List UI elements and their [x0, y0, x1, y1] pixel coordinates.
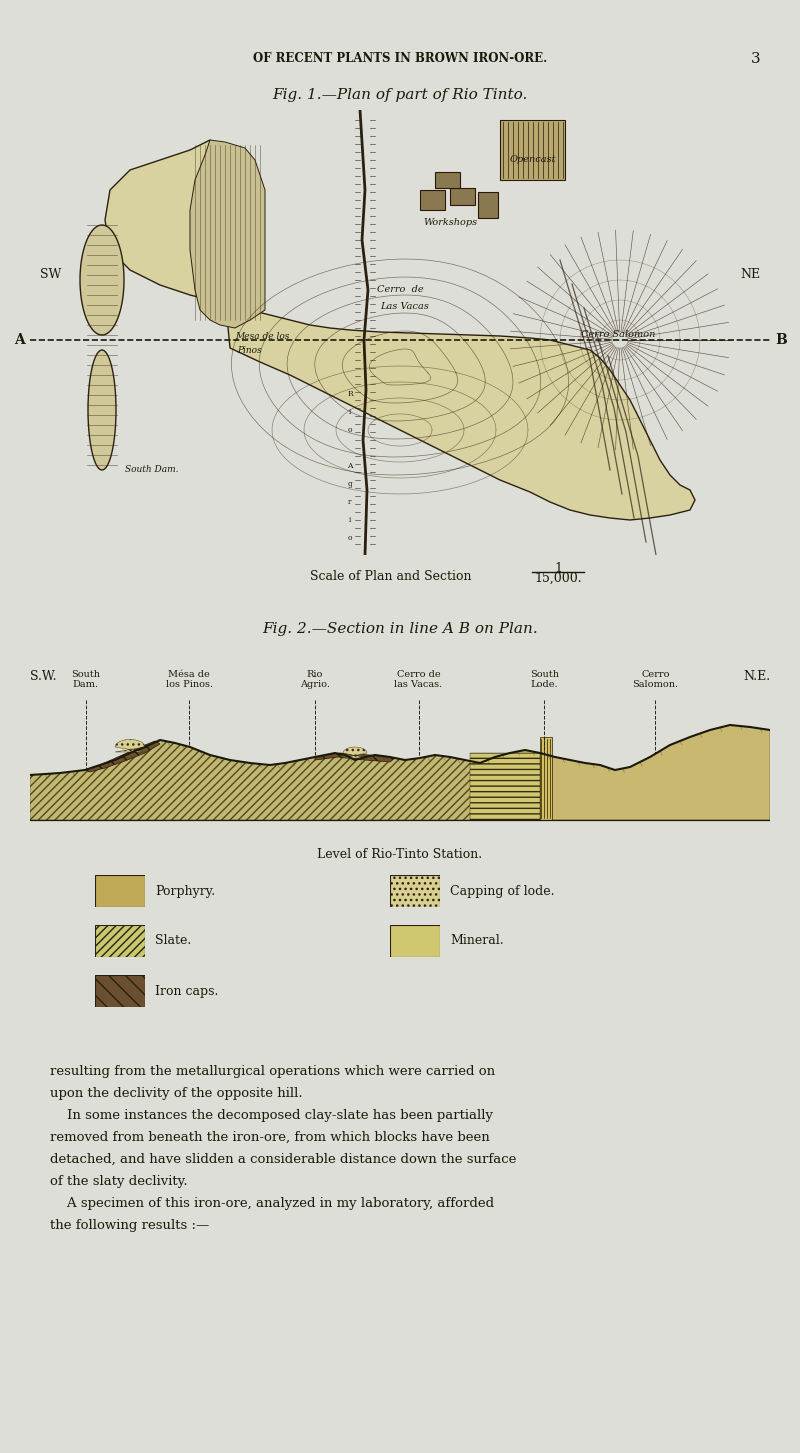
- Text: SW: SW: [40, 269, 62, 282]
- Text: A: A: [14, 333, 25, 347]
- Text: detached, and have slidden a considerable distance down the surface: detached, and have slidden a considerabl…: [50, 1154, 516, 1165]
- Text: Opencast: Opencast: [510, 155, 557, 164]
- Text: resulting from the metallurgical operations which were carried on: resulting from the metallurgical operati…: [50, 1065, 495, 1078]
- Text: Workshops: Workshops: [423, 218, 477, 227]
- Text: i: i: [349, 408, 351, 416]
- Text: Mesa de los: Mesa de los: [235, 331, 290, 341]
- Text: Cerro
Salomon.: Cerro Salomon.: [632, 670, 678, 689]
- Text: Level of Rio-Tinto Station.: Level of Rio-Tinto Station.: [318, 849, 482, 862]
- Text: A: A: [347, 462, 353, 469]
- Text: 3: 3: [750, 52, 760, 65]
- Text: o: o: [348, 535, 352, 542]
- Text: Slate.: Slate.: [155, 934, 191, 947]
- Text: In some instances the decomposed clay-slate has been partially: In some instances the decomposed clay-sl…: [50, 1109, 493, 1122]
- Polygon shape: [315, 753, 395, 761]
- Text: Fig. 2.—Section in line A B on Plan.: Fig. 2.—Section in line A B on Plan.: [262, 622, 538, 636]
- Polygon shape: [478, 192, 498, 218]
- Text: the following results :—: the following results :—: [50, 1219, 210, 1232]
- Polygon shape: [343, 747, 367, 758]
- Text: R: R: [347, 389, 353, 398]
- Polygon shape: [420, 190, 445, 211]
- Text: Rio
Agrio.: Rio Agrio.: [300, 670, 330, 689]
- Text: removed from beneath the iron-ore, from which blocks have been: removed from beneath the iron-ore, from …: [50, 1130, 490, 1144]
- Text: Mésa de
los Pinos.: Mésa de los Pinos.: [166, 670, 213, 689]
- Text: Fig. 1.—Plan of part of Rio Tinto.: Fig. 1.—Plan of part of Rio Tinto.: [272, 89, 528, 102]
- Text: Cerro  de: Cerro de: [377, 285, 423, 294]
- Text: upon the declivity of the opposite hill.: upon the declivity of the opposite hill.: [50, 1087, 302, 1100]
- Text: B: B: [775, 333, 786, 347]
- Text: o: o: [348, 426, 352, 434]
- Text: NE: NE: [740, 269, 760, 282]
- Text: Mineral.: Mineral.: [450, 934, 504, 947]
- Polygon shape: [190, 139, 265, 328]
- Polygon shape: [470, 753, 540, 819]
- Text: South
Lode.: South Lode.: [530, 670, 558, 689]
- Text: Scale of Plan and Section: Scale of Plan and Section: [310, 570, 471, 583]
- Text: South Dam.: South Dam.: [125, 465, 178, 474]
- Polygon shape: [435, 171, 460, 187]
- Text: Cerro de
las Vacas.: Cerro de las Vacas.: [394, 670, 442, 689]
- Text: N.E.: N.E.: [743, 670, 770, 683]
- Text: Pinos: Pinos: [237, 346, 262, 355]
- Polygon shape: [105, 139, 695, 520]
- Text: i: i: [349, 516, 351, 525]
- Bar: [500, 121, 565, 180]
- Polygon shape: [115, 740, 145, 753]
- Text: 15,000.: 15,000.: [534, 572, 582, 586]
- Text: Cerro Salomon: Cerro Salomon: [581, 330, 655, 339]
- Text: g: g: [347, 479, 353, 488]
- Text: South
Dam.: South Dam.: [71, 670, 100, 689]
- Text: of the slaty declivity.: of the slaty declivity.: [50, 1175, 188, 1189]
- Text: Las Vacas: Las Vacas: [381, 302, 430, 311]
- Text: Iron caps.: Iron caps.: [155, 985, 218, 998]
- Text: 1: 1: [554, 562, 562, 575]
- Text: Capping of lode.: Capping of lode.: [450, 885, 554, 898]
- Polygon shape: [88, 350, 116, 469]
- Polygon shape: [85, 741, 160, 772]
- Polygon shape: [30, 725, 770, 819]
- Polygon shape: [470, 725, 770, 819]
- Bar: [540, 737, 552, 819]
- Text: Porphyry.: Porphyry.: [155, 885, 215, 898]
- Text: r: r: [348, 498, 352, 506]
- Text: S.W.: S.W.: [30, 670, 57, 683]
- Polygon shape: [450, 187, 475, 205]
- Polygon shape: [80, 225, 124, 336]
- Text: OF RECENT PLANTS IN BROWN IRON-ORE.: OF RECENT PLANTS IN BROWN IRON-ORE.: [253, 52, 547, 65]
- Text: A specimen of this iron-ore, analyzed in my laboratory, afforded: A specimen of this iron-ore, analyzed in…: [50, 1197, 494, 1210]
